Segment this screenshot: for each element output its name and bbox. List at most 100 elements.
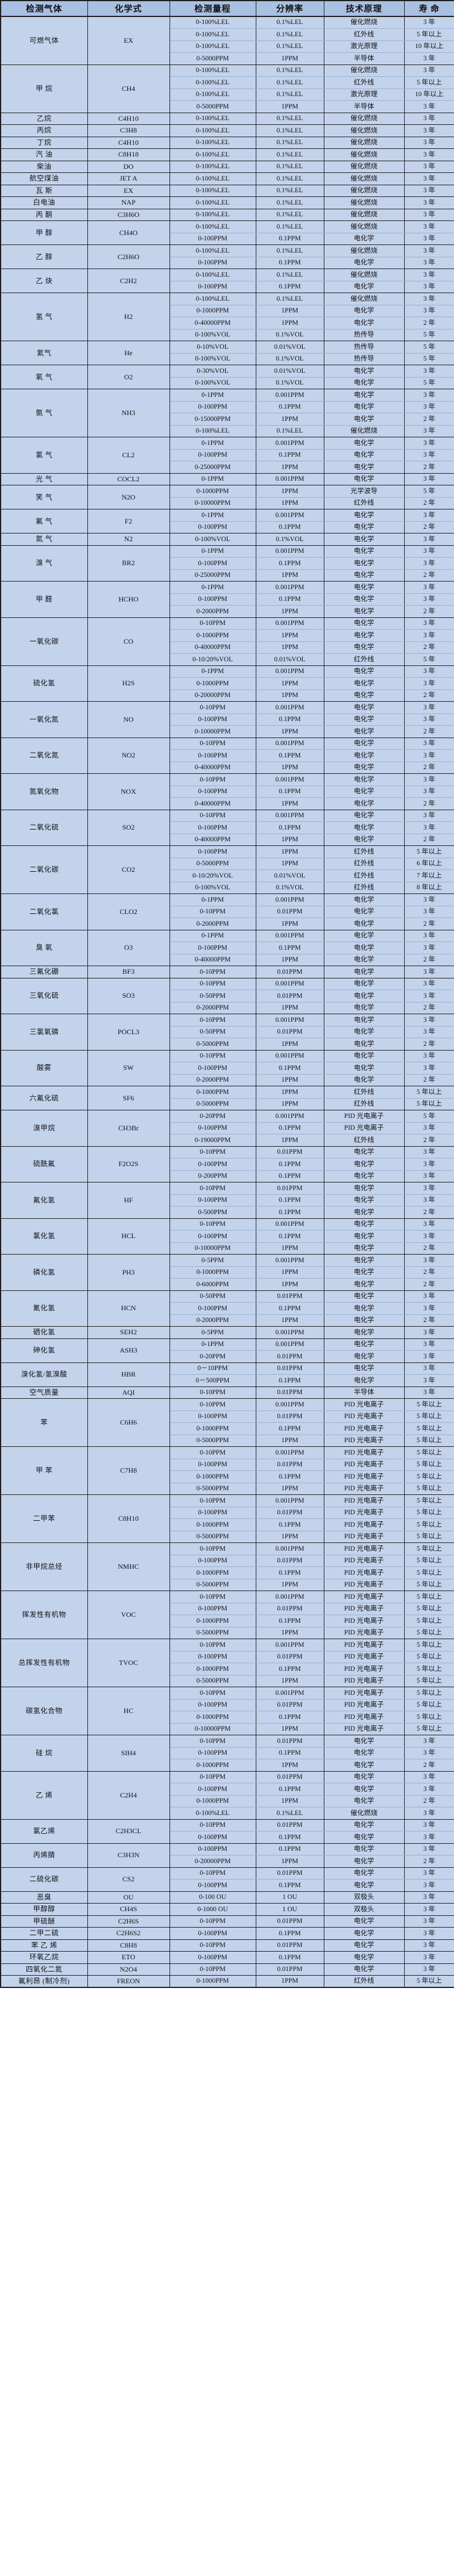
technology-cell: 电化学 <box>323 1062 405 1075</box>
table-row: 0-2000PPM 1PPM 电化学 2 年 <box>1 605 454 618</box>
detection-range-cell: 0-100PPM <box>169 256 256 269</box>
table-row: 丙烯腈 C3H3N 0-100PPM 0.1PPM 电化学 3 年 <box>0 1843 454 1868</box>
resolution-cell: 0.1PPM <box>255 400 324 413</box>
lifetime-cell: 3 年 <box>404 232 454 245</box>
chemical-formula-cell: HC <box>87 1687 170 1735</box>
table-row: 0-1000PPM 0.1PPM PID 光电离子 5 年以上 <box>1 1615 454 1627</box>
table-row: 0-5000PPM 1PPM PID 光电离子 5 年以上 <box>1 1482 454 1495</box>
chemical-formula-cell: TVOC <box>87 1639 170 1687</box>
resolution-cell: 0.1%LEL <box>255 124 324 137</box>
lifetime-cell: 3 年 <box>404 990 454 1002</box>
chemical-formula-cell: C3H8 <box>87 124 170 137</box>
resolution-cell: 0.1%LEL <box>255 112 324 125</box>
technology-cell: 红外线 <box>323 1097 405 1110</box>
chemical-formula-cell: SO3 <box>87 977 170 1014</box>
technology-cell: 电化学 <box>323 689 405 702</box>
table-row: 航空煤油 JET A 0-100%LEL 0.1%LEL 催化燃烧 3 年 <box>0 172 454 185</box>
detection-range-cell: 0-40000PPM <box>169 641 256 654</box>
detection-range-cell: 0-1000PPM <box>169 304 256 317</box>
resolution-cell: 0.1%LEL <box>255 244 324 257</box>
lifetime-cell: 5 年以上 <box>404 1458 454 1471</box>
resolution-cell: 0.1%VOL <box>255 352 324 365</box>
technology-cell: 电化学 <box>323 1746 405 1759</box>
resolution-cell: 0.001PPM <box>255 1542 324 1555</box>
lifetime-cell: 2 年 <box>404 917 454 930</box>
detection-range-cell: 0-1000PPM <box>169 1795 256 1807</box>
technology-cell: PID 光电离子 <box>323 1674 405 1687</box>
technology-cell: PID 光电离子 <box>323 1650 405 1663</box>
chemical-formula-cell: H2 <box>87 293 170 341</box>
resolution-cell: 0.1PPM <box>255 448 324 461</box>
resolution-cell: 0.1%LEL <box>255 160 324 173</box>
detection-range-cell: 0-100%LEL <box>169 184 256 197</box>
lifetime-cell: 3 年 <box>404 809 454 822</box>
detection-range-cell: 0-100PPM <box>169 1650 256 1663</box>
detection-range-cell: 0-10%VOL <box>169 341 256 354</box>
gas-name-cell: 丙烯腈 <box>0 1843 88 1868</box>
table-row: 0-5000PPM 1PPM 半导体 3 年 <box>1 100 454 113</box>
table-row: 臭 氧 O3 0-1PPM 0.001PPM 电化学 3 年 <box>0 929 454 966</box>
lifetime-cell: 3 年 <box>404 617 454 630</box>
resolution-cell: 1PPM <box>255 1266 324 1279</box>
detection-range-cell: 0-10PPM <box>169 1819 256 1831</box>
resolution-cell: 0.01%VOL <box>255 653 324 666</box>
technology-cell: PID 光电离子 <box>323 1542 405 1555</box>
table-row: 0-40000PPM 1PPM 电化学 2 年 <box>1 761 454 774</box>
detection-range-cell: 0-10PPM <box>169 905 256 918</box>
table-row: 氟化氢 HF 0-10PPM 0.01PPM 电化学 3 年 <box>0 1182 454 1219</box>
lifetime-cell: 5 年以上 <box>404 1398 454 1411</box>
lifetime-cell: 2 年 <box>404 725 454 738</box>
detection-range-cell: 0-100%VOL <box>169 881 256 894</box>
technology-cell: 电化学 <box>323 617 405 630</box>
chemical-formula-cell: C3H6O <box>87 208 170 221</box>
technology-cell: 红外线 <box>323 497 405 509</box>
lifetime-cell: 5 年以上 <box>404 1674 454 1687</box>
detection-range-cell: 0-10PPM <box>169 1687 256 1700</box>
chemical-formula-cell: HCN <box>87 1290 170 1327</box>
detection-range-cell: 0-25000PPM <box>169 569 256 582</box>
resolution-cell: 0.1%VOL <box>255 533 324 546</box>
gas-name-cell: 甲 醇 <box>0 220 88 245</box>
technology-cell: 电化学 <box>323 437 405 450</box>
lifetime-cell: 5 年以上 <box>404 1615 454 1627</box>
detection-range-cell: 0-5000PPM <box>169 1482 256 1495</box>
technology-cell: 电化学 <box>323 593 405 606</box>
resolution-cell: 0.01PPM <box>255 1362 324 1375</box>
technology-cell: 红外线 <box>323 1086 405 1099</box>
lifetime-cell: 10 年以上 <box>404 88 454 101</box>
detection-range-cell: 0-200PPM <box>169 1170 256 1182</box>
chemical-formula-cell: FREON <box>87 1975 170 1988</box>
technology-cell: 电化学 <box>323 509 405 522</box>
resolution-cell: 0.01PPM <box>255 1819 324 1831</box>
technology-cell: 电化学 <box>323 966 405 978</box>
chemical-formula-cell: NMHC <box>87 1542 170 1591</box>
lifetime-cell: 3 年 <box>404 942 454 954</box>
technology-cell: 电化学 <box>323 1819 405 1831</box>
resolution-cell: 0.1%LEL <box>255 136 324 149</box>
resolution-cell: 0.1PPM <box>255 1951 324 1964</box>
detection-range-cell: 0-50PPM <box>169 990 256 1002</box>
lifetime-cell: 2 年 <box>404 461 454 474</box>
lifetime-cell: 3 年 <box>404 160 454 173</box>
chemical-formula-cell: O2 <box>87 365 170 389</box>
detection-range-cell: 0-40000PPM <box>169 833 256 846</box>
technology-cell: 电化学 <box>323 629 405 642</box>
table-row: 乙 烯 C2H4 0-10PPM 0.01PPM 电化学 3 年 <box>0 1770 454 1820</box>
table-row: 二硫化碳 CS2 0-10PPM 0.01PPM 电化学 3 年 <box>0 1867 454 1892</box>
detection-range-cell: 0-100PPM <box>169 749 256 762</box>
resolution-cell: 0.1PPM <box>255 1422 324 1435</box>
lifetime-cell: 2 年 <box>404 413 454 426</box>
table-row: 氢 气 H2 0-100%LEL 0.1%LEL 催化燃烧 3 年 <box>0 293 454 341</box>
lifetime-cell: 5 年 <box>404 376 454 389</box>
lifetime-cell: 3 年 <box>404 1194 454 1207</box>
technology-cell: 电化学 <box>323 1266 405 1279</box>
resolution-cell: 0.1PPM <box>255 1230 324 1243</box>
gas-name-cell: 苯 乙 烯 <box>0 1939 88 1952</box>
table-row: 0-1000PPM 1PPM 电化学 3 年 <box>1 629 454 642</box>
lifetime-cell: 5 年以上 <box>404 1650 454 1663</box>
table-row: 二氧化氯 CLO2 0-1PPM 0.001PPM 电化学 3 年 <box>0 893 454 930</box>
chemical-formula-cell: C3H3N <box>87 1843 170 1868</box>
resolution-cell: 0.1PPM <box>255 785 324 798</box>
technology-cell: PID 光电离子 <box>323 1110 405 1123</box>
table-row: 0-5000PPM 1PPM 红外线 6 年以上 <box>1 857 454 870</box>
